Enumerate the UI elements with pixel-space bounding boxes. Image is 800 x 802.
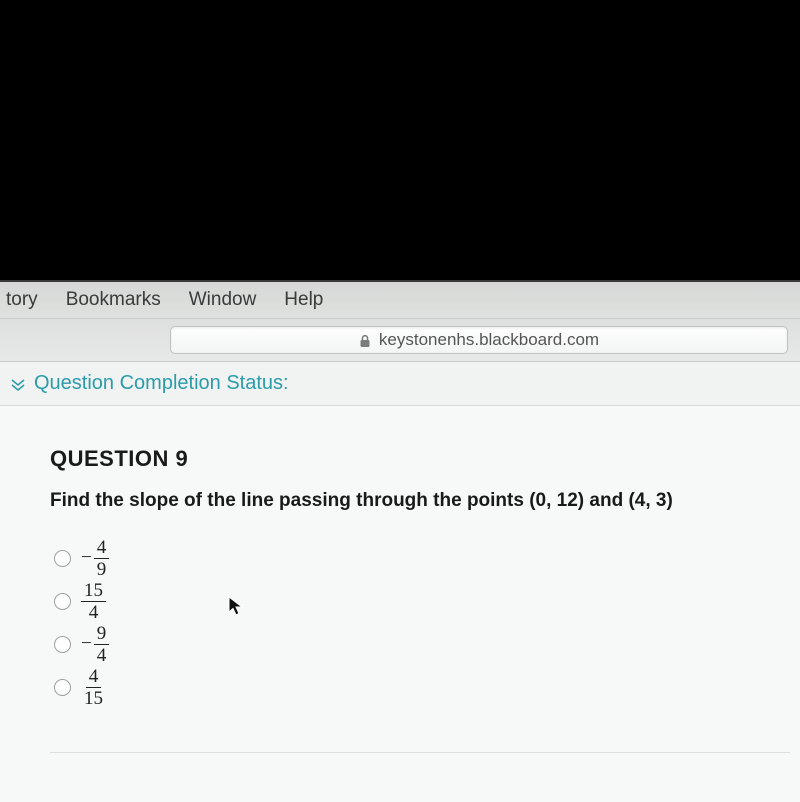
- divider: [50, 752, 790, 753]
- status-label: Question Completion Status:: [34, 372, 289, 395]
- option-2[interactable]: 15 4: [54, 581, 790, 622]
- denominator: 4: [94, 645, 110, 665]
- option-3-value: − 9 4: [81, 624, 109, 665]
- address-domain: keystonenhs.blackboard.com: [379, 330, 599, 350]
- denominator: 4: [86, 602, 102, 622]
- menu-help[interactable]: Help: [284, 289, 323, 311]
- options-list: − 4 9 15 4 −: [50, 538, 790, 708]
- screen: tory Bookmarks Window Help keystonenhs.b…: [0, 280, 800, 800]
- numerator: 15: [81, 581, 106, 602]
- address-bar[interactable]: keystonenhs.blackboard.com: [170, 326, 788, 354]
- numerator: 4: [86, 667, 102, 688]
- numerator: 4: [94, 538, 110, 559]
- neg-sign: −: [81, 547, 92, 569]
- option-3[interactable]: − 9 4: [54, 624, 790, 665]
- denominator: 15: [81, 688, 106, 708]
- radio-icon[interactable]: [54, 679, 71, 696]
- lock-icon: [359, 333, 371, 347]
- question-text: Find the slope of the line passing throu…: [50, 490, 790, 512]
- question-panel: QUESTION 9 Find the slope of the line pa…: [0, 406, 800, 802]
- chevron-down-double-icon: [10, 376, 26, 392]
- browser-toolbar: keystonenhs.blackboard.com: [0, 318, 800, 362]
- numerator: 9: [94, 624, 110, 645]
- denominator: 9: [94, 559, 110, 579]
- radio-icon[interactable]: [54, 593, 71, 610]
- macos-menubar: tory Bookmarks Window Help: [0, 282, 800, 318]
- option-1-value: − 4 9: [81, 538, 109, 579]
- neg-sign: −: [81, 633, 92, 655]
- option-4[interactable]: 4 15: [54, 667, 790, 708]
- option-4-value: 4 15: [81, 667, 106, 708]
- menu-history[interactable]: tory: [6, 289, 38, 311]
- status-bar[interactable]: Question Completion Status:: [0, 362, 800, 406]
- option-1[interactable]: − 4 9: [54, 538, 790, 579]
- question-heading: QUESTION 9: [50, 446, 790, 472]
- option-2-value: 15 4: [81, 581, 106, 622]
- menu-window[interactable]: Window: [189, 289, 257, 311]
- radio-icon[interactable]: [54, 550, 71, 567]
- radio-icon[interactable]: [54, 636, 71, 653]
- menu-bookmarks[interactable]: Bookmarks: [66, 289, 161, 311]
